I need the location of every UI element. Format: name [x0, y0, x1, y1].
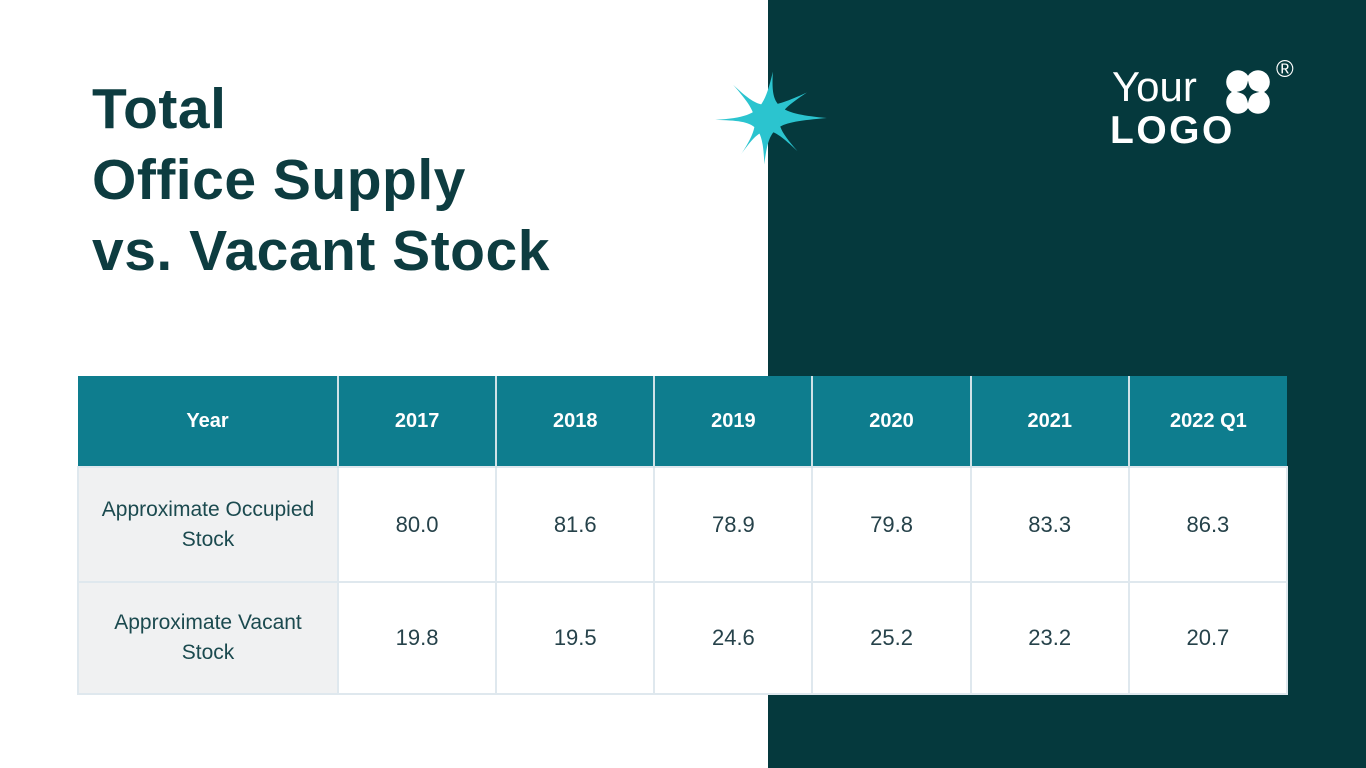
row-label-cell: Approximate Occupied Stock [77, 466, 339, 583]
title-line-1: Total [92, 77, 227, 141]
logo-text-logo: LOGO [1110, 109, 1235, 152]
brand-logo: Your LOGO ® [1108, 58, 1318, 158]
value-cell: 78.9 [653, 466, 814, 583]
logo-text-your: Your [1112, 63, 1197, 110]
table-row-vacant-stock: Approximate Vacant Stock 19.8 19.5 24.6 … [77, 581, 1289, 695]
value-cell: 23.2 [969, 581, 1130, 695]
value-cell: 86.3 [1127, 466, 1289, 583]
registered-trademark-symbol: ® [1276, 56, 1294, 83]
slide-title: Total Office Supply vs. Vacant Stock [92, 74, 550, 287]
header-cell-2021: 2021 [969, 376, 1130, 467]
data-table: Year 2017 2018 2019 2020 2021 2022 Q1 Ap… [77, 376, 1289, 695]
table-header-row: Year 2017 2018 2019 2020 2021 2022 Q1 [78, 376, 1287, 467]
value-cell: 19.5 [495, 581, 656, 695]
value-cell: 25.2 [811, 581, 972, 695]
value-cell: 19.8 [336, 581, 498, 695]
value-cell: 81.6 [495, 466, 656, 583]
row-label-cell: Approximate Vacant Stock [77, 581, 339, 695]
value-cell: 24.6 [653, 581, 814, 695]
value-cell: 80.0 [336, 466, 498, 583]
header-cell-2019: 2019 [653, 376, 814, 467]
value-cell: 83.3 [969, 466, 1130, 583]
sparkle-star-icon [715, 71, 827, 165]
header-cell-2017: 2017 [336, 376, 498, 467]
header-cell-2022-q1: 2022 Q1 [1127, 376, 1287, 467]
clover-logo-icon [1226, 70, 1270, 114]
title-line-3: vs. Vacant Stock [92, 219, 550, 283]
header-cell-year: Year [78, 376, 339, 467]
title-line-2: Office Supply [92, 148, 466, 212]
header-cell-2018: 2018 [495, 376, 656, 467]
value-cell: 20.7 [1127, 581, 1289, 695]
header-cell-2020: 2020 [811, 376, 972, 467]
value-cell: 79.8 [811, 466, 972, 583]
table-row-occupied-stock: Approximate Occupied Stock 80.0 81.6 78.… [77, 466, 1289, 583]
